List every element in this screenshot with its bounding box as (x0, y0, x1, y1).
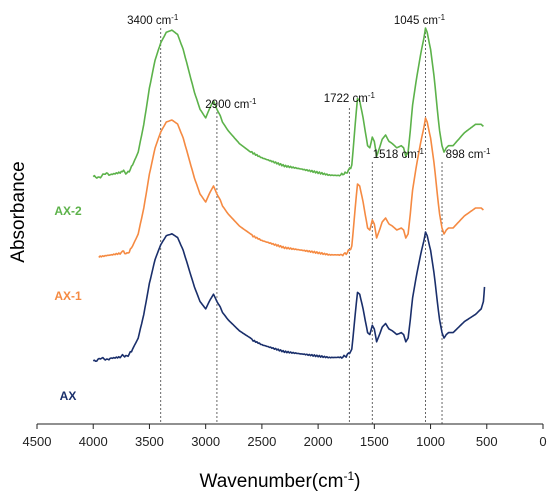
peak-label-sup: -1 (171, 13, 179, 22)
series-line-ax (92, 231, 486, 362)
peak-label-sup: -1 (417, 147, 425, 156)
peak-label-sup: -1 (368, 91, 376, 100)
x-ticks: 4500 4000 3500 3000 2500 2000 1500 1000 500 0 (23, 424, 547, 449)
peak-label-value: 1518 cm (373, 149, 417, 161)
peak-label-3400: 3400 cm-1 (127, 13, 179, 28)
x-axis-title-sup: -1 (343, 469, 354, 483)
x-axis-title: Wavenumber(cm-1) (200, 469, 361, 492)
peak-label-1518: 1518 cm-1 (373, 147, 425, 162)
x-tick-label-7: 1000 (416, 434, 445, 449)
peak-label-value: 1722 cm (324, 93, 368, 105)
peak-label-1722: 1722 cm-1 (324, 91, 376, 106)
peak-label-1045: 1045 cm-1 (394, 13, 446, 28)
peak-label-2900: 2900 cm-1 (205, 97, 257, 112)
x-axis-title-close: ) (354, 471, 360, 492)
y-axis-title: Absorbance (8, 161, 29, 262)
peak-label-sup: -1 (249, 97, 257, 106)
series-line-ax-2 (92, 27, 484, 179)
peak-label-sup: -1 (438, 13, 446, 22)
x-tick-label-3: 3000 (191, 434, 220, 449)
x-tick-label-8: 500 (476, 434, 498, 449)
x-tick-label-1: 4000 (79, 434, 108, 449)
x-tick-label-0: 4500 (23, 434, 52, 449)
series-labels: AX-2 AX-1 AX (54, 204, 82, 403)
peak-label-value: 898 cm (446, 149, 484, 161)
series-label-ax-1: AX-1 (54, 289, 82, 303)
peak-label-value: 2900 cm (205, 99, 249, 111)
x-tick-label-4: 2500 (247, 434, 276, 449)
series-label-ax-2: AX-2 (54, 204, 82, 218)
peak-label-value: 1045 cm (394, 15, 438, 27)
x-tick-label-5: 2000 (304, 434, 333, 449)
series-label-ax: AX (60, 389, 77, 403)
x-tick-label-2: 3500 (135, 434, 164, 449)
peak-label-value: 3400 cm (127, 15, 171, 27)
peak-lines (160, 28, 443, 424)
peak-label-sup: -1 (483, 147, 491, 156)
x-tick-label-9: 0 (539, 434, 546, 449)
series-layer (92, 27, 486, 362)
x-tick-label-6: 1500 (360, 434, 389, 449)
x-axis-title-main: Wavenumber(cm (200, 471, 344, 492)
peak-label-898: 898 cm-1 (446, 147, 491, 162)
series-line-ax-1 (98, 117, 484, 258)
